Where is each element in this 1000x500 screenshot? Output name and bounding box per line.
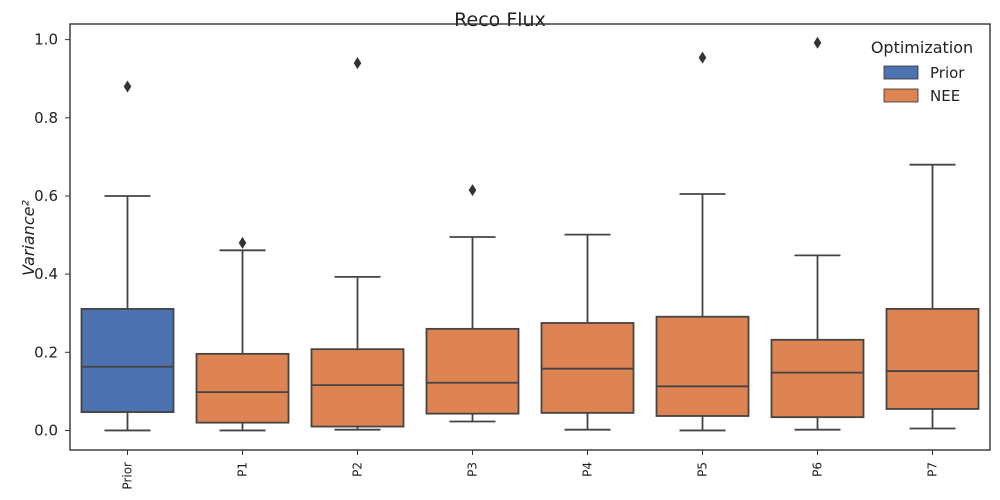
legend: Optimization Prior NEE: [871, 38, 973, 105]
x-tick-label: P1: [236, 462, 250, 477]
interquartile-box: [425, 327, 520, 415]
box-p4: [540, 233, 635, 431]
chart-title: Reco Flux: [454, 9, 546, 31]
x-tick-label: P5: [696, 462, 710, 477]
outlier-marker: [468, 184, 477, 197]
y-tick-label: 0.2: [34, 343, 58, 361]
interquartile-box: [655, 315, 750, 417]
y-axis-label: Variance²: [19, 200, 38, 276]
outlier-marker: [123, 80, 132, 93]
plot-frame: [69, 23, 991, 451]
legend-swatch-prior: [883, 65, 919, 80]
y-tick-label: 0.6: [34, 187, 58, 205]
box-prior: [80, 80, 175, 432]
x-tick-label: P2: [351, 462, 365, 477]
x-tick-label: P7: [926, 462, 940, 477]
box-p6: [770, 36, 865, 431]
outlier-marker: [813, 36, 822, 49]
box-p7: [885, 163, 980, 430]
box-p5: [655, 51, 750, 432]
interquartile-box: [885, 308, 980, 410]
y-tick-label: 0.8: [34, 109, 58, 127]
x-tick-label: P6: [811, 462, 825, 477]
outlier-marker: [353, 57, 362, 70]
y-tick-label: 0.4: [34, 265, 58, 283]
x-tick-label: P3: [466, 462, 480, 477]
legend-swatch-nee: [883, 88, 919, 103]
legend-label-prior: Prior: [930, 64, 965, 82]
x-tick-label: P4: [581, 462, 595, 477]
interquartile-box: [195, 352, 290, 424]
box-p3: [425, 184, 520, 423]
interquartile-box: [310, 348, 405, 428]
box-p1: [195, 236, 290, 432]
legend-title: Optimization: [871, 38, 973, 57]
box-p2: [310, 57, 405, 431]
interquartile-box: [80, 308, 175, 413]
y-tick-label: 0.0: [34, 421, 58, 439]
outlier-marker: [238, 236, 247, 249]
legend-label-nee: NEE: [930, 87, 960, 105]
interquartile-box: [770, 338, 865, 419]
x-tick-label: Prior: [121, 462, 135, 490]
plot-area: 0.0 0.2 0.4 0.6 0.8 1.0 Prior P1 P2 P3 P4 P5 P6 P7: [34, 31, 980, 490]
outlier-marker: [698, 51, 707, 64]
y-tick-label: 1.0: [34, 31, 58, 49]
